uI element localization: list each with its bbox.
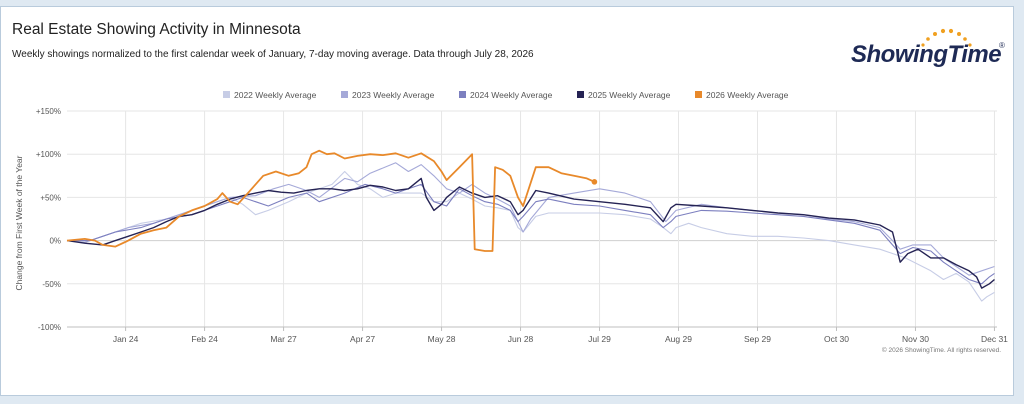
- x-tick-label: Oct 30: [824, 334, 849, 344]
- chart-gridlines: [67, 110, 997, 328]
- legend-item-2022[interactable]: 2022 Weekly Average: [223, 90, 317, 100]
- logo-sunburst-icon: [921, 28, 972, 47]
- series-line-2023: [66, 162, 995, 276]
- chart-title: Real Estate Showing Activity in Minnesot…: [12, 21, 301, 38]
- legend-label: 2022 Weekly Average: [234, 90, 317, 100]
- x-tick-label: Jan 24: [113, 334, 139, 344]
- y-tick-label: +100%: [36, 150, 61, 159]
- logo-wordmark: ShowingTime: [851, 41, 1002, 68]
- chart-panel: Real Estate Showing Activity in Minnesot…: [0, 6, 1014, 396]
- x-tick-label: Jun 28: [508, 334, 534, 344]
- legend-item-2025[interactable]: 2025 Weekly Average: [577, 90, 671, 100]
- series-line-2024: [67, 183, 995, 285]
- legend-item-2026[interactable]: 2026 Weekly Average: [695, 90, 789, 100]
- legend-label: 2024 Weekly Average: [470, 90, 553, 100]
- legend-swatch: [695, 91, 702, 98]
- series-line-2026: [66, 149, 595, 252]
- logo-registered-mark: ®: [999, 41, 1005, 50]
- x-tick-label: Aug 29: [665, 334, 692, 344]
- chart-series: [66, 149, 995, 302]
- legend-swatch: [341, 91, 348, 98]
- last-point-marker[interactable]: [591, 179, 598, 185]
- y-axis-ticks: -100% -50% 0% +50% +100% +150%: [36, 107, 61, 332]
- chart-legend: 2022 Weekly Average 2023 Weekly Average 20…: [223, 90, 789, 100]
- legend-swatch: [459, 91, 466, 98]
- y-tick-label: -50%: [42, 280, 61, 289]
- x-tick-label: Jul 29: [588, 334, 611, 344]
- y-axis-label: Change from First Week of the Year: [14, 155, 24, 290]
- y-tick-label: 0%: [49, 237, 61, 246]
- line-chart: 2022 Weekly Average 2023 Weekly Average 20…: [14, 90, 1008, 344]
- showingtime-logo: ShowingTime ®: [849, 25, 1009, 77]
- legend-item-2024[interactable]: 2024 Weekly Average: [459, 90, 553, 100]
- legend-item-2023[interactable]: 2023 Weekly Average: [341, 90, 435, 100]
- x-tick-label: May 28: [428, 334, 456, 344]
- legend-swatch: [577, 91, 584, 98]
- legend-label: 2025 Weekly Average: [588, 90, 671, 100]
- x-tick-label: Feb 24: [191, 334, 218, 344]
- y-tick-label: -100%: [38, 323, 61, 332]
- chart-subtitle: Weekly showings normalized to the first …: [12, 49, 534, 60]
- series-line-2025: [66, 177, 995, 289]
- x-axis-ticks: Jan 24 Feb 24 Mar 27 Apr 27 May 28 Jun 28 Jul …: [113, 327, 1008, 344]
- x-tick-label: Apr 27: [350, 334, 375, 344]
- x-tick-label: Dec 31: [981, 334, 1008, 344]
- series-line-2022: [67, 170, 995, 302]
- y-tick-label: +150%: [36, 107, 61, 116]
- x-tick-label: Sep 29: [744, 334, 771, 344]
- legend-swatch: [223, 91, 230, 98]
- x-tick-label: Nov 30: [902, 334, 929, 344]
- legend-label: 2023 Weekly Average: [352, 90, 435, 100]
- copyright-text: © 2026 ShowingTime. All rights reserved.: [881, 347, 1001, 354]
- x-tick-label: Mar 27: [270, 334, 297, 344]
- legend-label: 2026 Weekly Average: [706, 90, 789, 100]
- y-tick-label: +50%: [40, 193, 61, 202]
